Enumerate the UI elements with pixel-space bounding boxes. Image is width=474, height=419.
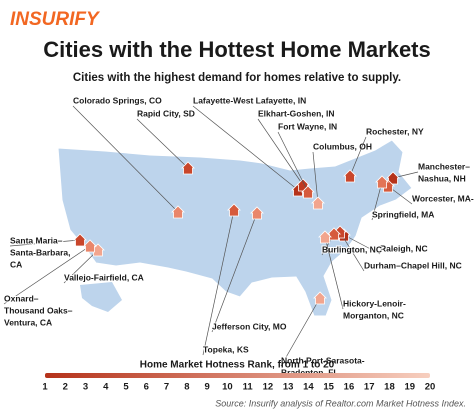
house-icon	[301, 185, 315, 199]
house-icon	[73, 233, 87, 247]
city-label: Oxnard–	[4, 293, 39, 303]
city-label: Burlington, NC	[322, 244, 382, 254]
city-label: Thousand Oaks–	[4, 305, 73, 315]
leader-line	[312, 151, 319, 204]
house-icon	[227, 203, 241, 217]
us-map	[57, 139, 413, 317]
house-icon	[343, 169, 357, 183]
city-label: Nashua, NH	[418, 173, 466, 183]
house-icon	[311, 196, 325, 210]
legend-tick-label: 18	[384, 382, 395, 393]
legend-tick-label: 8	[184, 382, 189, 393]
title: Cities with the Hottest Home Markets	[43, 37, 431, 62]
city-label: Jefferson City, MO	[212, 321, 287, 331]
house-icon	[181, 161, 195, 175]
legend-tick-label: 10	[222, 382, 233, 393]
city-label: Fort Wayne, IN	[278, 121, 337, 131]
city-label: Elkhart-Goshen, IN	[258, 108, 335, 118]
source: Source: Insurify analysis of Realtor.com…	[215, 398, 466, 408]
legend-tick-label: 15	[323, 382, 334, 393]
leader-line	[211, 212, 258, 333]
legend-tick-label: 6	[144, 382, 149, 393]
leader-line	[349, 136, 367, 177]
city-label: Hickory-Lenoir-	[343, 298, 406, 308]
city-label: Raleigh, NC	[380, 243, 428, 253]
legend-tick-label: 1	[42, 382, 48, 393]
legend-tick-label: 2	[63, 382, 68, 393]
leader-line	[280, 297, 321, 367]
legend-bar	[45, 373, 430, 378]
city-label: Rapid City, SD	[137, 108, 195, 118]
city-label: Morganton, NC	[343, 310, 404, 320]
house-icon	[171, 205, 185, 219]
legend-tick-label: 20	[425, 382, 436, 393]
city-label: Ventura, CA	[4, 317, 52, 327]
leader-line	[202, 209, 235, 356]
city-label: Santa Maria–	[10, 235, 63, 245]
city-label: Worcester, MA-CT	[412, 193, 474, 203]
legend-tick-label: 9	[204, 382, 209, 393]
city-label: Topeka, KS	[203, 344, 249, 354]
leader-line	[324, 236, 344, 310]
house-icon	[375, 175, 389, 189]
brand: INSURIFY	[10, 9, 101, 30]
legend-tick-label: 4	[103, 382, 109, 393]
legend-tick-label: 19	[404, 382, 415, 393]
legend-tick-label: 3	[83, 382, 88, 393]
city-label: Vallejo-Fairfield, CA	[64, 272, 144, 282]
city-label: North Port-Sarasota-	[281, 355, 365, 365]
house-icon	[313, 291, 327, 305]
city-label: Durham–Chapel Hill, NC	[364, 260, 462, 270]
legend-tick-label: 14	[303, 382, 314, 393]
house-icon	[386, 171, 400, 185]
city-label: Lafayette-West Lafayette, IN	[193, 95, 306, 105]
legend-tick-label: 13	[283, 382, 294, 393]
leader-line	[72, 105, 179, 213]
leader-line	[3, 245, 91, 305]
city-label: Springfield, MA	[372, 209, 434, 219]
legend-tick-label: 11	[243, 382, 254, 393]
leader-line	[9, 239, 81, 247]
leader-line	[192, 105, 299, 191]
leader-line	[257, 118, 304, 186]
house-icon	[318, 230, 332, 244]
leader-line	[343, 234, 381, 255]
city-label: Rochester, NY	[366, 126, 424, 136]
house-icon	[250, 206, 264, 220]
legend-tick-label: 7	[164, 382, 169, 393]
leader-line	[63, 249, 99, 284]
house-icon	[83, 239, 97, 253]
legend-title: Home Market Hotness Rank, from 1 to 20	[140, 360, 335, 371]
legend-tick-label: 12	[263, 382, 274, 393]
city-label: Colorado Springs, CO	[73, 95, 162, 105]
legend-tick-label: 16	[344, 382, 355, 393]
subtitle: Cities with the highest demand for homes…	[73, 72, 401, 84]
leader-line	[136, 118, 189, 169]
city-label: Manchester–	[418, 161, 470, 171]
city-label: CA	[10, 259, 22, 269]
leader-line	[339, 231, 365, 272]
legend-tick-label: 5	[123, 382, 129, 393]
city-label: Santa-Barbara,	[10, 247, 70, 257]
city-label: Columbus, OH	[313, 141, 372, 151]
leader-line	[277, 131, 309, 193]
legend-tick-label: 17	[364, 382, 375, 393]
